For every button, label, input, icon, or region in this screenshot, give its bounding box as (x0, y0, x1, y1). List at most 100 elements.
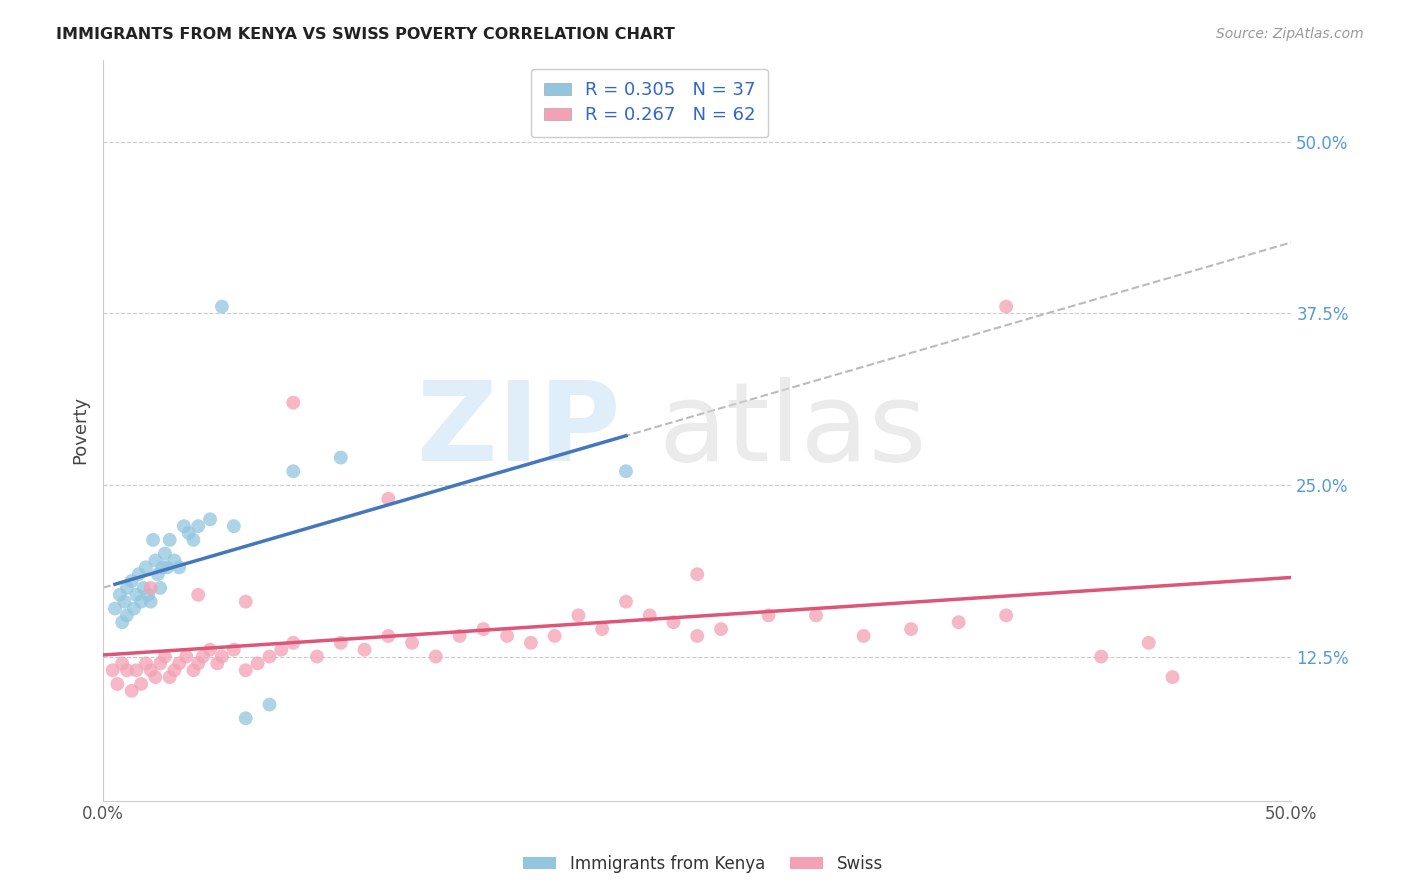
Point (135, 657, 157, 671)
Point (401, 636, 423, 650)
Point (591, 622, 613, 636)
Text: IMMIGRANTS FROM KENYA VS SWISS POVERTY CORRELATION CHART: IMMIGRANTS FROM KENYA VS SWISS POVERTY C… (56, 27, 675, 42)
Point (152, 560, 174, 574)
Point (995, 300, 1018, 314)
Point (115, 663, 138, 677)
Point (163, 663, 186, 677)
Point (115, 608, 138, 623)
Point (159, 533, 181, 547)
Point (114, 594, 136, 608)
Point (614, 594, 637, 608)
Point (222, 642, 245, 657)
Point (104, 601, 127, 615)
Point (159, 670, 181, 684)
Point (377, 491, 399, 506)
Point (122, 601, 145, 615)
Point (146, 567, 169, 582)
Point (283, 636, 305, 650)
Point (198, 642, 221, 657)
Point (153, 547, 176, 561)
Point (183, 663, 205, 677)
Point (149, 657, 172, 671)
Point (187, 519, 209, 533)
Point (125, 663, 148, 677)
Point (145, 553, 167, 567)
Point (270, 642, 292, 657)
Text: Source: ZipAtlas.com: Source: ZipAtlas.com (1216, 27, 1364, 41)
Point (259, 649, 281, 664)
Point (995, 608, 1018, 623)
Point (187, 657, 209, 671)
Point (125, 588, 148, 602)
Point (305, 649, 328, 664)
Point (1161, 670, 1184, 684)
Point (191, 649, 214, 664)
Point (135, 560, 157, 574)
Point (176, 649, 198, 664)
Point (139, 663, 162, 677)
Point (136, 588, 159, 602)
Point (329, 450, 352, 465)
Point (167, 560, 190, 574)
Point (145, 670, 167, 684)
Point (638, 608, 661, 623)
Point (105, 677, 128, 691)
Point (177, 526, 200, 541)
Point (153, 649, 176, 664)
Point (686, 567, 709, 582)
Point (115, 581, 138, 595)
Point (283, 464, 305, 478)
Point (496, 629, 519, 643)
Point (246, 657, 269, 671)
Point (353, 642, 375, 657)
Point (329, 636, 352, 650)
Point (449, 629, 471, 643)
Point (211, 300, 233, 314)
Point (128, 567, 150, 582)
Point (121, 574, 143, 588)
Point (139, 581, 162, 595)
Point (686, 629, 709, 643)
Point (283, 395, 305, 409)
Point (377, 629, 399, 643)
Legend: R = 0.305   N = 37, R = 0.267   N = 62: R = 0.305 N = 37, R = 0.267 N = 62 (531, 69, 768, 137)
Point (198, 512, 221, 526)
Point (852, 629, 875, 643)
Point (259, 698, 281, 712)
Point (187, 588, 209, 602)
Point (758, 608, 780, 623)
Point (205, 657, 228, 671)
Point (614, 464, 637, 478)
Point (173, 519, 195, 533)
Point (1090, 649, 1112, 664)
Point (132, 581, 155, 595)
Point (235, 663, 257, 677)
Point (235, 594, 257, 608)
Point (567, 608, 589, 623)
Point (710, 622, 733, 636)
Point (163, 553, 186, 567)
Point (139, 594, 162, 608)
Point (167, 657, 190, 671)
Point (111, 657, 134, 671)
Point (425, 649, 447, 664)
Point (129, 594, 152, 608)
Point (472, 622, 495, 636)
Point (520, 636, 543, 650)
Point (804, 608, 827, 623)
Point (948, 615, 970, 630)
Point (211, 649, 233, 664)
Point (129, 677, 152, 691)
Point (149, 581, 172, 595)
Point (235, 711, 257, 725)
Point (121, 683, 143, 698)
Point (142, 533, 165, 547)
Text: ZIP: ZIP (418, 376, 620, 483)
Point (662, 615, 685, 630)
Text: atlas: atlas (658, 376, 927, 483)
Point (111, 615, 134, 630)
Point (222, 519, 245, 533)
Point (101, 663, 124, 677)
Point (108, 588, 131, 602)
Point (543, 629, 565, 643)
